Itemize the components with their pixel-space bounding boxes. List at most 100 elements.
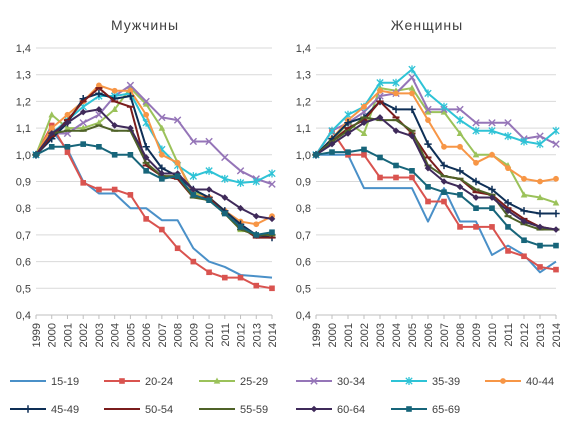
y-tick-label: 0,9 xyxy=(16,177,31,189)
legend-item-15-19: 15-19 xyxy=(10,376,79,388)
marker-65-69-2000 xyxy=(329,149,335,155)
legend-marker-20-24 xyxy=(119,378,125,384)
marker-40-44-2007 xyxy=(441,143,447,150)
marker-20-24-2009 xyxy=(473,224,479,230)
x-tick-label: 2005 xyxy=(407,323,419,347)
marker-30-34-2005 xyxy=(408,73,416,82)
marker-65-69-2009 xyxy=(473,205,479,211)
marker-45-49-2003 xyxy=(95,89,103,98)
marker-45-49-2011 xyxy=(504,199,512,207)
marker-20-24-2011 xyxy=(222,274,228,281)
x-tick-label: 2000 xyxy=(47,323,59,347)
marker-35-39-2011 xyxy=(504,132,512,141)
marker-25-29-2002 xyxy=(360,129,368,137)
series-30-34 xyxy=(32,81,276,188)
marker-40-44-2003 xyxy=(96,82,102,89)
marker-25-29-2003 xyxy=(95,119,103,126)
marker-20-24-2013 xyxy=(537,264,543,270)
y-tick-label: 0,9 xyxy=(296,177,311,189)
marker-60-64-2001 xyxy=(64,119,71,127)
marker-20-24-2010 xyxy=(489,224,495,230)
marker-60-64-2006 xyxy=(142,154,150,161)
series-line-55-59 xyxy=(35,124,272,236)
marker-20-24-2005 xyxy=(127,192,134,198)
y-tick-label: 0,5 xyxy=(16,283,31,295)
marker-20-24-2003 xyxy=(96,186,102,193)
y-tick-label: 1,3 xyxy=(16,70,31,82)
marker-45-49-2004 xyxy=(392,105,400,114)
marker-35-39-2000 xyxy=(328,126,336,135)
marker-20-24-2014 xyxy=(553,266,559,273)
legend-marker-25-29 xyxy=(213,377,221,384)
marker-65-69-2014 xyxy=(553,242,559,249)
marker-20-24-2010 xyxy=(206,269,212,276)
marker-65-69-2005 xyxy=(409,168,415,174)
legend-marker-30-34 xyxy=(310,377,318,385)
legend-label-50-54: 50-54 xyxy=(145,404,173,416)
marker-25-29-2001 xyxy=(64,124,71,131)
marker-45-49-2005 xyxy=(408,105,416,114)
marker-65-69-2007 xyxy=(441,189,447,195)
series-15-19 xyxy=(35,129,273,279)
marker-30-34-2014 xyxy=(268,180,276,188)
marker-65-69-2002 xyxy=(80,141,86,147)
x-tick-label: 2012 xyxy=(519,323,531,347)
legend-label-65-69: 65-69 xyxy=(432,404,460,416)
marker-25-29-2006 xyxy=(424,108,432,115)
marker-40-44-2009 xyxy=(473,159,479,166)
y-tick-label: 0,6 xyxy=(16,257,31,269)
series-line-60-64 xyxy=(315,116,557,231)
x-tick-label: 2013 xyxy=(535,323,547,347)
marker-40-44-2004 xyxy=(393,90,399,97)
series-line-40-44 xyxy=(35,84,273,226)
marker-60-64-2000 xyxy=(48,130,56,137)
marker-65-69-2003 xyxy=(377,154,383,161)
marker-65-69-1999 xyxy=(33,152,39,158)
marker-35-39-2010 xyxy=(488,126,496,135)
y-tick-label: 1,4 xyxy=(16,43,31,55)
x-tick-label: 2007 xyxy=(439,323,451,347)
marker-40-44-2004 xyxy=(111,87,118,94)
y-tick-label: 0,8 xyxy=(16,203,31,215)
marker-30-34-2010 xyxy=(205,137,213,146)
marker-60-64-2007 xyxy=(158,170,166,177)
series-line-55-59 xyxy=(315,116,556,231)
marker-35-39-2006 xyxy=(424,89,432,98)
marker-60-64-2013 xyxy=(252,212,260,220)
marker-30-34-2008 xyxy=(456,105,464,114)
legend-item-65-69: 65-69 xyxy=(391,404,460,416)
x-tick-label: 2011 xyxy=(503,323,515,347)
marker-35-39-2014 xyxy=(552,126,560,135)
marker-30-34-2009 xyxy=(189,137,198,146)
marker-65-69-1999 xyxy=(313,152,319,158)
marker-30-34-2010 xyxy=(488,119,496,127)
legend-label-15-19: 15-19 xyxy=(51,376,79,388)
marker-40-44-2008 xyxy=(457,143,463,150)
x-tick-label: 2014 xyxy=(551,323,563,347)
x-tick-label: 2001 xyxy=(343,323,355,347)
series-55-59 xyxy=(32,124,276,236)
x-tick-label: 2011 xyxy=(220,323,232,347)
marker-60-64-2009 xyxy=(472,194,480,201)
marker-25-29-2006 xyxy=(142,100,150,107)
marker-35-39-2012 xyxy=(236,178,245,187)
marker-60-64-2014 xyxy=(552,226,560,233)
marker-45-49-2007 xyxy=(440,161,448,170)
legend: 15-19 20-24 25-29 30-34 35-39 40-44 45-49 50-54… xyxy=(10,376,554,416)
marker-40-44-2007 xyxy=(158,151,165,158)
legend-label-20-24: 20-24 xyxy=(145,376,173,388)
x-tick-label: 2004 xyxy=(391,323,403,347)
marker-60-64-2006 xyxy=(424,164,432,172)
marker-25-29-2004 xyxy=(111,105,118,113)
marker-40-44-2006 xyxy=(143,111,150,118)
marker-20-24-2003 xyxy=(377,174,383,181)
marker-65-69-2001 xyxy=(64,143,71,150)
marker-65-69-2012 xyxy=(237,224,244,230)
x-tick-label: 2008 xyxy=(173,323,185,347)
marker-65-69-2007 xyxy=(159,176,165,182)
x-tick-label: 2006 xyxy=(423,323,435,347)
marker-35-39-2012 xyxy=(520,137,528,146)
marker-65-69-2011 xyxy=(222,210,228,217)
marker-65-69-2012 xyxy=(521,237,527,244)
marker-20-24-2012 xyxy=(521,253,527,260)
